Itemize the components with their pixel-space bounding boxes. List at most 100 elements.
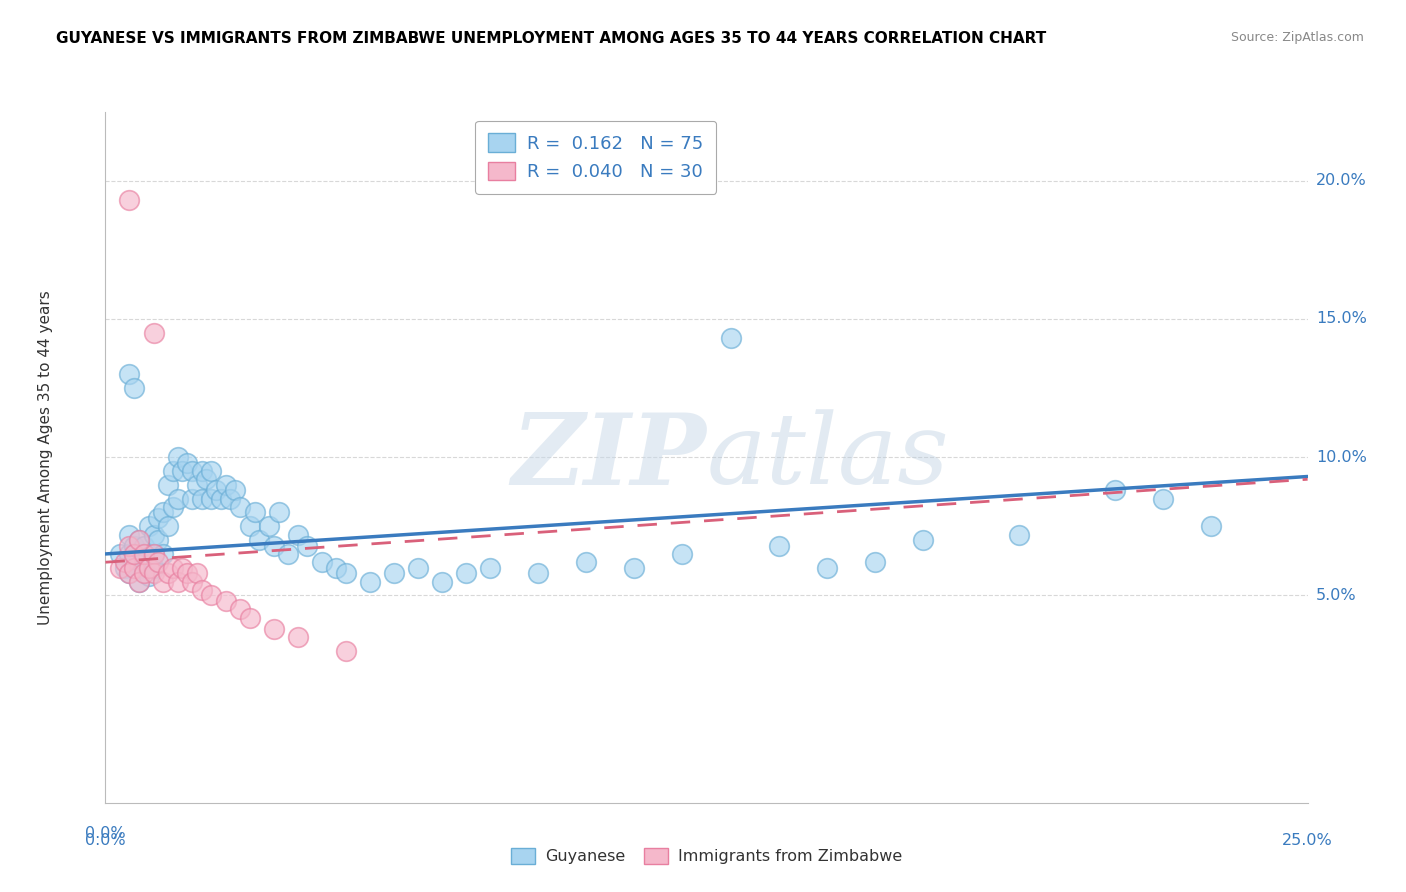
Point: [219, 491, 242, 506]
Point: [118, 547, 141, 561]
Point: [297, 539, 319, 553]
Point: [527, 566, 550, 581]
Point: [243, 505, 266, 519]
Point: [138, 569, 160, 583]
Point: [148, 533, 170, 547]
Point: [118, 566, 141, 581]
Text: 15.0%: 15.0%: [1316, 311, 1367, 326]
Point: [186, 566, 208, 581]
Point: [247, 533, 270, 547]
Text: ZIP: ZIP: [512, 409, 707, 506]
Point: [671, 547, 693, 561]
Text: atlas: atlas: [707, 409, 949, 505]
Point: [768, 539, 790, 553]
Point: [325, 561, 347, 575]
Point: [124, 561, 146, 575]
Point: [166, 491, 188, 506]
Point: [156, 519, 179, 533]
Point: [181, 464, 204, 478]
Point: [863, 555, 886, 569]
Point: [128, 574, 150, 589]
Point: [311, 555, 333, 569]
Point: [108, 561, 131, 575]
Point: [118, 193, 141, 207]
Point: [148, 511, 170, 525]
Point: [406, 561, 429, 575]
Text: 5.0%: 5.0%: [1316, 588, 1357, 603]
Point: [162, 561, 184, 575]
Point: [575, 555, 598, 569]
Point: [267, 505, 290, 519]
Point: [172, 464, 194, 478]
Point: [335, 644, 357, 658]
Point: [118, 368, 141, 382]
Point: [205, 483, 228, 498]
Point: [257, 519, 280, 533]
Point: [124, 552, 146, 566]
Point: [214, 478, 236, 492]
Point: [176, 566, 198, 581]
Point: [200, 589, 222, 603]
Point: [128, 533, 150, 547]
Point: [1152, 491, 1174, 506]
Point: [156, 566, 179, 581]
Point: [118, 539, 141, 553]
Point: [162, 464, 184, 478]
Point: [132, 539, 155, 553]
Text: Unemployment Among Ages 35 to 44 years: Unemployment Among Ages 35 to 44 years: [38, 290, 53, 624]
Point: [190, 582, 212, 597]
Point: [287, 630, 309, 644]
Point: [479, 561, 502, 575]
Point: [138, 561, 160, 575]
Point: [142, 527, 165, 541]
Point: [128, 533, 150, 547]
Point: [166, 450, 188, 465]
Point: [186, 478, 208, 492]
Text: 10.0%: 10.0%: [1316, 450, 1367, 465]
Point: [382, 566, 405, 581]
Point: [142, 566, 165, 581]
Point: [454, 566, 477, 581]
Point: [720, 331, 742, 345]
Legend: Guyanese, Immigrants from Zimbabwe: Guyanese, Immigrants from Zimbabwe: [505, 841, 908, 871]
Point: [142, 326, 165, 340]
Point: [911, 533, 934, 547]
Point: [239, 519, 262, 533]
Point: [200, 491, 222, 506]
Point: [190, 464, 212, 478]
Point: [118, 566, 141, 581]
Point: [142, 561, 165, 575]
Point: [132, 547, 155, 561]
Point: [430, 574, 453, 589]
Point: [166, 574, 188, 589]
Point: [142, 547, 165, 561]
Point: [815, 561, 838, 575]
Point: [195, 472, 218, 486]
Point: [1201, 519, 1223, 533]
Point: [118, 527, 141, 541]
Point: [108, 547, 131, 561]
Point: [152, 574, 174, 589]
Text: 0.0%: 0.0%: [86, 833, 125, 848]
Point: [132, 561, 155, 575]
Point: [132, 566, 155, 581]
Point: [239, 610, 262, 624]
Point: [124, 547, 146, 561]
Point: [128, 574, 150, 589]
Point: [124, 539, 146, 553]
Point: [359, 574, 381, 589]
Point: [152, 547, 174, 561]
Text: Source: ZipAtlas.com: Source: ZipAtlas.com: [1230, 31, 1364, 45]
Point: [209, 491, 232, 506]
Point: [229, 500, 252, 514]
Point: [263, 539, 285, 553]
Point: [138, 519, 160, 533]
Point: [1008, 527, 1031, 541]
Point: [263, 622, 285, 636]
Point: [623, 561, 645, 575]
Point: [156, 478, 179, 492]
Text: 0.0%: 0.0%: [86, 826, 125, 840]
Point: [114, 555, 136, 569]
Point: [224, 483, 246, 498]
Point: [172, 561, 194, 575]
